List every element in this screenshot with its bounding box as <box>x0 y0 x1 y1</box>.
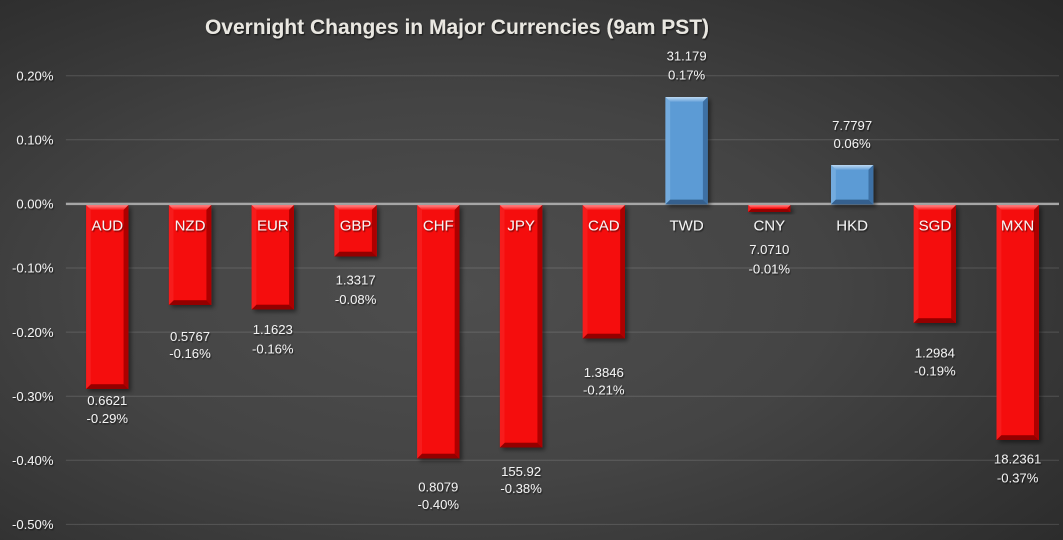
svg-text:0.6621: 0.6621 <box>87 393 127 408</box>
svg-text:-0.01%: -0.01% <box>749 262 791 277</box>
svg-text:1.2984: 1.2984 <box>915 346 955 361</box>
svg-text:-0.10%: -0.10% <box>12 261 54 276</box>
svg-text:HKD: HKD <box>836 217 868 234</box>
svg-text:0.06%: 0.06% <box>834 136 871 151</box>
svg-text:1.3846: 1.3846 <box>584 365 624 380</box>
svg-text:0.20%: 0.20% <box>16 68 53 83</box>
svg-text:CHF: CHF <box>423 217 454 234</box>
svg-text:0.10%: 0.10% <box>16 133 53 148</box>
svg-text:MXN: MXN <box>1001 217 1034 234</box>
svg-text:-0.21%: -0.21% <box>583 383 625 398</box>
svg-text:-0.50%: -0.50% <box>12 517 54 532</box>
svg-text:7.0710: 7.0710 <box>749 242 789 257</box>
svg-text:18.2361: 18.2361 <box>994 452 1041 467</box>
svg-text:-0.20%: -0.20% <box>12 325 54 340</box>
svg-text:0.00%: 0.00% <box>16 197 53 212</box>
svg-text:-0.37%: -0.37% <box>997 471 1039 486</box>
svg-text:CNY: CNY <box>753 217 785 234</box>
svg-text:-0.40%: -0.40% <box>12 453 54 468</box>
svg-text:TWD: TWD <box>670 217 704 234</box>
svg-text:-0.08%: -0.08% <box>335 292 377 307</box>
svg-text:-0.16%: -0.16% <box>252 341 294 356</box>
svg-text:-0.30%: -0.30% <box>12 389 54 404</box>
svg-text:AUD: AUD <box>91 217 123 234</box>
svg-text:1.3317: 1.3317 <box>336 273 376 288</box>
svg-text:31.179: 31.179 <box>667 48 707 63</box>
svg-text:155.92: 155.92 <box>501 464 541 479</box>
svg-text:-0.40%: -0.40% <box>418 497 460 512</box>
svg-text:0.5767: 0.5767 <box>170 329 210 344</box>
svg-text:NZD: NZD <box>175 217 206 234</box>
svg-text:-0.19%: -0.19% <box>914 364 956 379</box>
svg-text:-0.29%: -0.29% <box>87 411 129 426</box>
svg-text:-0.38%: -0.38% <box>500 481 542 496</box>
svg-text:-0.16%: -0.16% <box>169 346 211 361</box>
svg-text:7.7797: 7.7797 <box>832 118 872 133</box>
svg-text:CAD: CAD <box>588 217 620 234</box>
svg-text:EUR: EUR <box>257 217 289 234</box>
svg-text:1.1623: 1.1623 <box>253 322 293 337</box>
svg-text:SGD: SGD <box>919 217 952 234</box>
svg-text:Overnight Changes in Major Cur: Overnight Changes in Major Currencies (9… <box>205 16 709 39</box>
svg-text:0.8079: 0.8079 <box>418 479 458 494</box>
svg-text:GBP: GBP <box>340 217 372 234</box>
svg-text:0.17%: 0.17% <box>668 68 705 83</box>
svg-text:JPY: JPY <box>507 217 535 234</box>
